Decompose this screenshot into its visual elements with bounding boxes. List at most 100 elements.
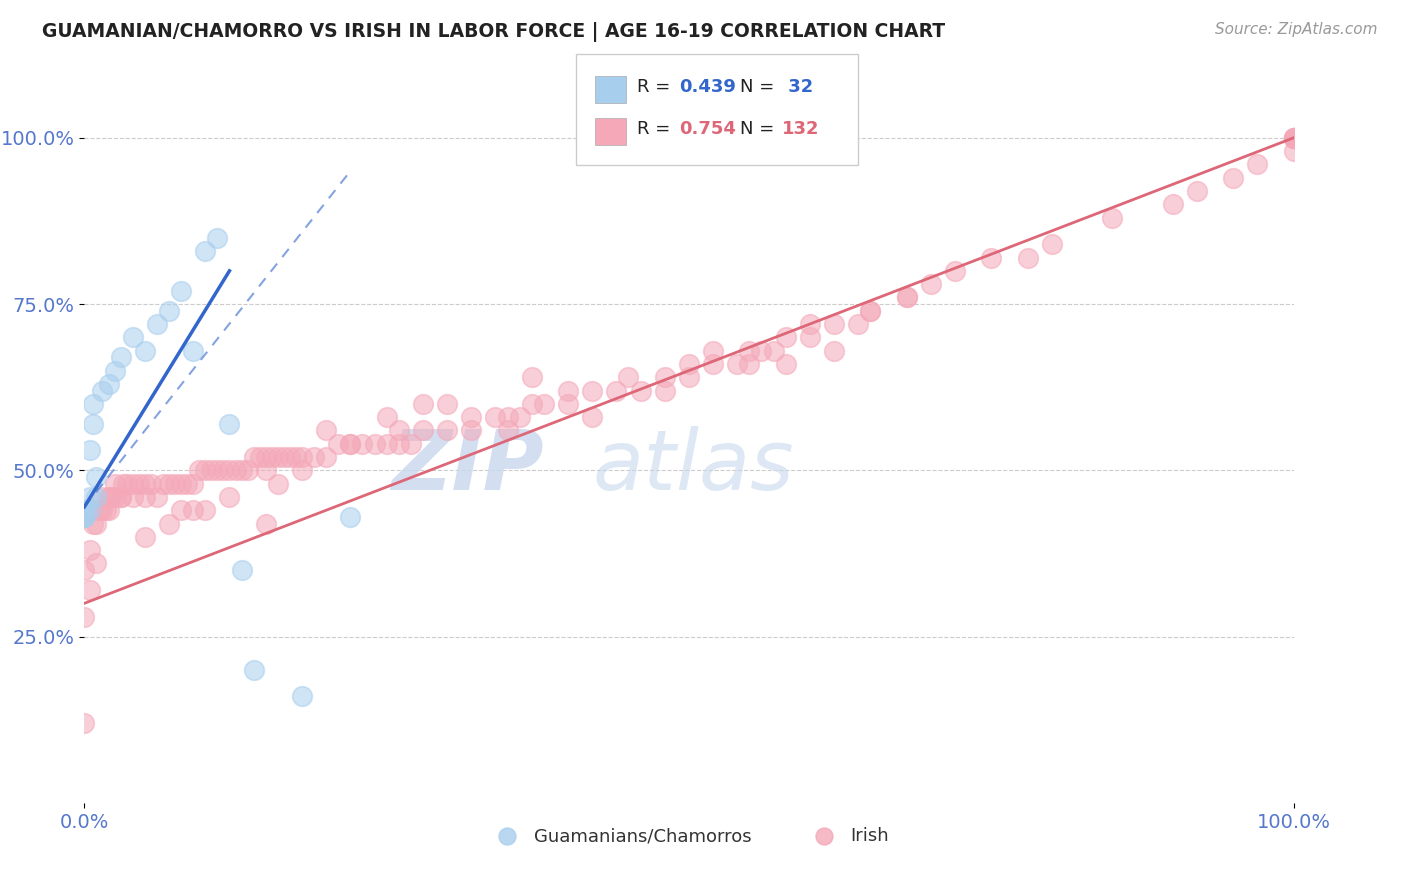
Point [375, 410, 398, 425]
Point [581, 410, 603, 425]
Point [146, 490, 169, 504]
Point [557, 397, 579, 411]
Point [412, 424, 434, 438]
Point [775, 330, 797, 344]
Point [97, 376, 120, 391]
Text: 132: 132 [782, 120, 820, 138]
Point [73, 503, 96, 517]
Point [557, 384, 579, 398]
Point [943, 264, 966, 278]
Point [799, 317, 821, 331]
Point [339, 436, 361, 450]
Point [218, 463, 240, 477]
Point [846, 317, 869, 331]
Text: Source: ZipAtlas.com: Source: ZipAtlas.com [1215, 22, 1378, 37]
Point [702, 343, 724, 358]
Point [73, 503, 96, 517]
Point [388, 424, 411, 438]
Point [207, 230, 229, 244]
Point [315, 450, 337, 464]
Point [104, 490, 127, 504]
Point [436, 424, 458, 438]
Point [170, 284, 193, 298]
Point [207, 463, 229, 477]
Point [509, 410, 531, 425]
Text: R =: R = [637, 78, 676, 95]
Point [273, 450, 295, 464]
Point [496, 424, 519, 438]
Point [134, 490, 156, 504]
Point [702, 357, 724, 371]
Point [110, 490, 132, 504]
Point [520, 370, 543, 384]
Point [267, 450, 290, 464]
Point [112, 476, 135, 491]
Text: 0.754: 0.754 [679, 120, 735, 138]
Point [291, 690, 314, 704]
Point [79, 490, 101, 504]
Point [231, 463, 253, 477]
Point [128, 476, 150, 491]
Point [94, 503, 117, 517]
Point [725, 357, 748, 371]
Point [82, 516, 104, 531]
Text: N =: N = [740, 78, 779, 95]
Point [678, 357, 700, 371]
Point [775, 357, 797, 371]
Point [496, 410, 519, 425]
Point [86, 470, 108, 484]
Point [1282, 144, 1305, 158]
Point [388, 436, 411, 450]
Point [291, 450, 314, 464]
Point [399, 436, 422, 450]
Point [176, 476, 198, 491]
Point [738, 357, 761, 371]
Point [110, 490, 132, 504]
Point [82, 417, 104, 431]
Text: R =: R = [637, 120, 676, 138]
Point [1282, 131, 1305, 145]
Point [73, 509, 96, 524]
Point [73, 509, 96, 524]
Point [73, 563, 96, 577]
Point [200, 463, 222, 477]
Point [73, 609, 96, 624]
Point [86, 490, 108, 504]
Point [86, 516, 108, 531]
Point [1185, 184, 1208, 198]
Point [73, 503, 96, 517]
Point [678, 370, 700, 384]
Point [91, 503, 114, 517]
Point [194, 463, 217, 477]
Point [920, 277, 942, 292]
Point [1101, 211, 1123, 225]
Point [520, 397, 543, 411]
Point [339, 436, 361, 450]
Point [254, 450, 277, 464]
Point [87, 503, 110, 517]
Point [225, 463, 247, 477]
Text: ZIP: ZIP [391, 425, 544, 507]
Point [218, 490, 240, 504]
Point [79, 543, 101, 558]
Text: N =: N = [740, 120, 779, 138]
Point [121, 330, 143, 344]
Point [157, 516, 180, 531]
Point [896, 290, 918, 304]
Point [97, 490, 120, 504]
Point [823, 343, 845, 358]
Point [91, 490, 114, 504]
Point [181, 503, 204, 517]
Point [460, 424, 482, 438]
Point [375, 436, 398, 450]
Point [1246, 157, 1268, 171]
Legend: Guamanians/Chamorros, Irish: Guamanians/Chamorros, Irish [481, 820, 897, 852]
Text: atlas: atlas [592, 425, 794, 507]
Point [654, 384, 676, 398]
Point [363, 436, 385, 450]
Point [859, 303, 882, 318]
Point [79, 503, 101, 517]
Point [267, 476, 290, 491]
Point [352, 436, 374, 450]
Point [188, 463, 211, 477]
